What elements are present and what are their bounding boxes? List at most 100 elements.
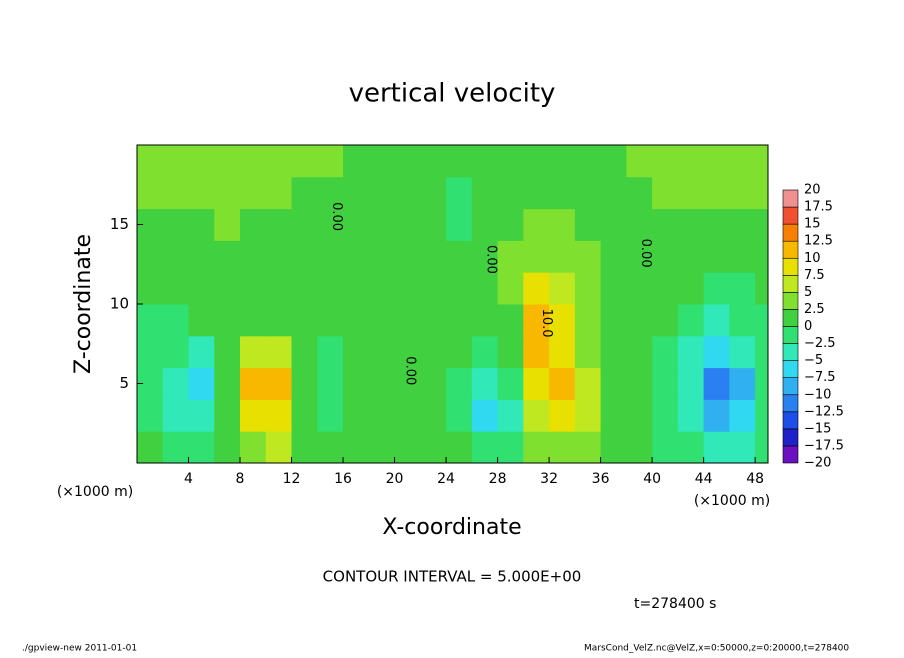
field-cell [240, 367, 267, 400]
field-cell [600, 367, 627, 400]
field-cell [574, 335, 602, 369]
field-cell [137, 145, 164, 178]
contour-interval: CONTOUR INTERVAL = 5.000E+00 [323, 568, 582, 586]
field-cell [214, 208, 241, 241]
field-cell [574, 399, 602, 432]
field-cell [162, 335, 190, 369]
colorbar-label: 2.5 [804, 302, 825, 317]
field-cell [446, 240, 473, 273]
field-cell [729, 335, 756, 369]
field-cell [240, 304, 267, 337]
field-cell [755, 304, 769, 337]
field-cell [446, 208, 473, 241]
colorbar-box [782, 394, 799, 413]
field-cell [755, 240, 769, 273]
field-cell [523, 145, 550, 178]
colorbar-label: −2.5 [804, 336, 836, 351]
field-cell [343, 145, 370, 178]
field-cell [240, 145, 267, 178]
field-cell [755, 431, 769, 464]
colorbar-label: 17.5 [804, 200, 833, 215]
field-cell [214, 431, 241, 464]
x-unit-left: (×1000 m) [57, 484, 133, 500]
field-cell [523, 367, 550, 400]
field-cell [343, 399, 370, 432]
field-cell [317, 272, 344, 305]
colorbar-box [782, 309, 799, 327]
field-cell [574, 208, 602, 241]
x-tick-label: 20 [386, 471, 404, 487]
field-cell [471, 335, 499, 369]
field-cell [162, 272, 190, 305]
field-cell [394, 399, 421, 432]
field-cell [497, 145, 524, 178]
field-cell [626, 399, 653, 432]
field-cell [677, 399, 705, 432]
field-cell [394, 240, 421, 273]
field-cell [368, 176, 396, 210]
field-cell [549, 176, 576, 210]
field-cell [729, 272, 756, 305]
field-cell [446, 304, 473, 337]
field-cell [137, 272, 164, 305]
field-cell [497, 399, 524, 432]
x-tick-label: 44 [695, 471, 713, 487]
field-cell [368, 335, 396, 369]
x-tick-label: 28 [489, 471, 507, 487]
field-cell [652, 272, 679, 305]
field-cell [652, 431, 679, 464]
field-cell [652, 399, 679, 432]
field-cell [214, 304, 241, 337]
field-cell [394, 335, 421, 369]
field-cell [214, 367, 241, 400]
field-cell [626, 335, 653, 369]
field-cell [368, 272, 396, 305]
contour-label: 0.00 [484, 245, 499, 274]
field-cell [265, 431, 293, 464]
field-cell [549, 145, 576, 178]
field-cell [291, 240, 318, 273]
chart-title: vertical velocity [349, 79, 556, 109]
field-cell [677, 208, 705, 241]
field-cell [703, 335, 730, 369]
field-cell [574, 272, 602, 305]
field-cell [523, 431, 550, 464]
field-cell [652, 367, 679, 400]
field-cell [626, 304, 653, 337]
field-cell [497, 335, 524, 369]
field-cell [471, 431, 499, 464]
field-cell [446, 272, 473, 305]
field-cell [677, 272, 705, 305]
field-cell [729, 431, 756, 464]
field-cell [291, 208, 318, 241]
field-cell [188, 304, 215, 337]
field-cell [188, 399, 215, 432]
field-cell [703, 272, 730, 305]
field-cell [600, 176, 627, 210]
field-cell [343, 304, 370, 337]
field-cell [523, 240, 550, 273]
field-cell [162, 240, 190, 273]
field-cell [574, 367, 602, 400]
field-cell [677, 367, 705, 400]
field-cell [240, 431, 267, 464]
field-cell [626, 145, 653, 178]
field-cell [497, 176, 524, 210]
field-cell [600, 240, 627, 273]
field-cell [317, 145, 344, 178]
field-cell [188, 367, 215, 400]
field-cell [549, 304, 576, 337]
field-cell [677, 145, 705, 178]
field-cell [755, 208, 769, 241]
field-cell [446, 399, 473, 432]
field-cell [497, 431, 524, 464]
field-cell [703, 145, 730, 178]
field-cell [394, 367, 421, 400]
colorbar-box [782, 377, 799, 396]
field-cell [214, 176, 241, 210]
field-cell [265, 367, 293, 400]
x-unit-right: (×1000 m) [694, 493, 770, 509]
field-cell [600, 272, 627, 305]
field-cell [291, 399, 318, 432]
